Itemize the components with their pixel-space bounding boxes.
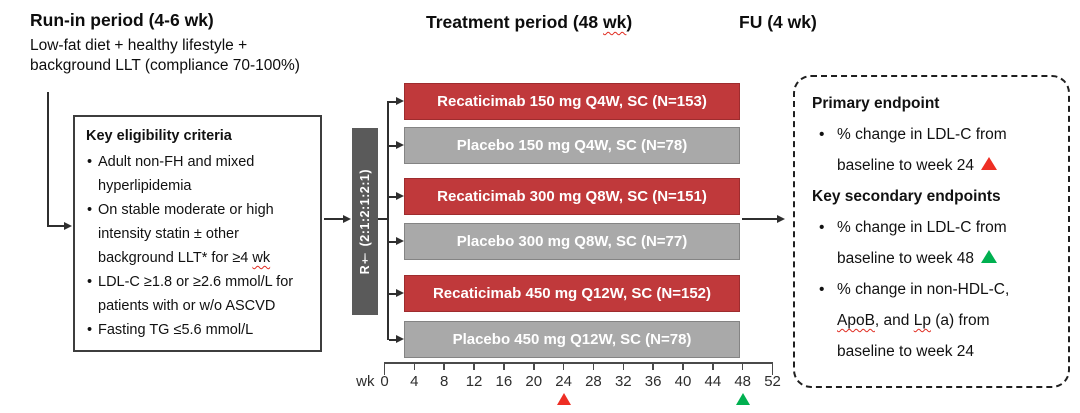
secondary-endpoint-item-week48: % change in LDL-C from baseline to week …: [812, 212, 1058, 274]
axis-tick-label: 16: [495, 373, 513, 390]
branch-vertical-line: [387, 100, 389, 340]
arm-bar-recaticimab-450: Recaticimab 450 mg Q12W, SC (N=152): [404, 275, 740, 312]
runin-arrow-vertical-line: [47, 92, 49, 227]
treatment-period-title-wk: wk: [603, 12, 627, 32]
axis-tick: [533, 362, 535, 370]
eligibility-item-ldlc: LDL-C ≥1.8 or ≥2.6 mmol/L for patients w…: [86, 270, 312, 318]
runin-arrowhead-icon: [64, 221, 72, 230]
eligibility-criteria-box: Key eligibility criteria Adult non-FH an…: [73, 115, 322, 352]
branch-line-arm4: [389, 240, 397, 243]
arms-to-endpoints-arrowhead-icon: [777, 214, 785, 223]
randomization-connector-line: [378, 218, 389, 220]
treatment-period-title-text: Treatment period (48: [426, 12, 603, 32]
primary-endpoint-item-text: % change in LDL-C from baseline to week …: [837, 126, 1007, 174]
branch-arrowhead-arm5-icon: [396, 289, 404, 297]
axis-baseline: [384, 362, 773, 364]
arm-bar-placebo-150: Placebo 150 mg Q4W, SC (N=78): [404, 127, 740, 164]
branch-arrowhead-arm4-icon: [396, 237, 404, 245]
branch-arrowhead-arm1-icon: [396, 97, 404, 105]
axis-tick-label: 0: [380, 373, 389, 390]
axis-tick: [443, 362, 445, 370]
axis-tick: [712, 362, 714, 370]
axis-tick-label: 44: [704, 373, 722, 390]
branch-arrowhead-arm3-icon: [396, 192, 404, 200]
follow-up-title: FU (4 wk): [739, 12, 817, 32]
eligibility-title: Key eligibility criteria: [86, 128, 232, 144]
branch-line-arm3: [389, 195, 397, 198]
secondary-endpoints-title: Key secondary endpoints: [812, 188, 1001, 205]
axis-tick: [771, 362, 774, 375]
axis-tick: [682, 362, 684, 370]
arm-bar-placebo-300: Placebo 300 mg Q8W, SC (N=77): [404, 223, 740, 260]
axis-tick-label: 8: [440, 373, 449, 390]
axis-tick-label: 52: [764, 373, 781, 390]
axis-tick-label: 32: [614, 373, 632, 390]
eligibility-item-statin-text: On stable moderate or high intensity sta…: [98, 202, 274, 266]
week-axis: 0 4 8 12 16 20 24 28 32 36 40 44 48 52 wk: [356, 362, 781, 413]
arm-bar-recaticimab-300: Recaticimab 300 mg Q8W, SC (N=151): [404, 178, 740, 215]
axis-tick: [473, 362, 475, 370]
axis-tick: [622, 362, 625, 370]
secondary-endpoint-item-nonhdl: % change in non-HDL-C, ApoB, and Lp (a) …: [812, 274, 1058, 367]
eligibility-to-randomization-line: [324, 218, 344, 220]
eligibility-item-statin-wk: wk: [252, 250, 271, 266]
treatment-period-title: Treatment period (48 wk): [426, 12, 632, 33]
primary-endpoint-title: Primary endpoint: [812, 95, 940, 112]
axis-marker-week48: [735, 393, 750, 405]
treatment-period-title-close: ): [626, 12, 633, 32]
axis-tick: [413, 362, 416, 370]
eligibility-to-randomization-arrowhead-icon: [343, 214, 351, 223]
branch-arrowhead-arm2-icon: [396, 141, 404, 149]
secondary-endpoint-nonhdl-p2: , and: [874, 312, 914, 329]
randomization-label: R† (2:1:2:1:2:1): [358, 168, 372, 275]
eligibility-item-statin: On stable moderate or high intensity sta…: [86, 198, 312, 270]
secondary-endpoint-week48-text: % change in LDL-C from baseline to week …: [837, 219, 1007, 267]
axis-tick-label: 28: [585, 373, 602, 390]
axis-tick-label: 48: [734, 373, 752, 390]
primary-endpoint-list: % change in LDL-C from baseline to week …: [812, 119, 1058, 181]
axis-tick-label: 20: [525, 373, 543, 390]
endpoints-box: Primary endpoint % change in LDL-C from …: [793, 75, 1070, 388]
axis-marker-week24: [556, 393, 571, 405]
secondary-endpoint-lp: Lp: [913, 312, 931, 329]
branch-arrowhead-arm6-icon: [396, 335, 404, 343]
secondary-endpoint-nonhdl-p3: (a) from baseline to week 24: [837, 312, 990, 360]
axis-tick-label: 40: [674, 373, 692, 390]
axis-tick-label: 4: [410, 373, 419, 390]
axis-tick: [503, 362, 505, 370]
eligibility-item-tg: Fasting TG ≤5.6 mmol/L: [86, 318, 312, 342]
axis-tick-label: 36: [644, 373, 662, 390]
primary-endpoint-item: % change in LDL-C from baseline to week …: [812, 119, 1058, 181]
axis-tick-label: 24: [555, 373, 572, 390]
arms-to-endpoints-line: [742, 218, 778, 220]
axis-tick-label: 12: [465, 373, 483, 390]
branch-line-arm1: [389, 100, 397, 103]
arm-bar-recaticimab-150: Recaticimab 150 mg Q4W, SC (N=153): [404, 83, 740, 120]
green-triangle-icon: [981, 250, 998, 263]
axis-tick: [741, 362, 744, 370]
eligibility-item-nonfh: Adult non-FH and mixed hyperlipidemia: [86, 150, 312, 198]
branch-line-arm6: [389, 338, 397, 341]
red-triangle-icon: [981, 157, 998, 170]
axis-tick: [383, 362, 386, 375]
randomization-box: R† (2:1:2:1:2:1): [352, 128, 378, 315]
axis-tick: [592, 362, 595, 370]
axis-unit-label: wk: [356, 373, 375, 390]
run-in-period-title: Run-in period (4-6 wk): [30, 10, 214, 30]
eligibility-list: Adult non-FH and mixed hyperlipidemia On…: [86, 150, 312, 342]
arm-bar-placebo-450: Placebo 450 mg Q12W, SC (N=78): [404, 321, 740, 358]
secondary-endpoint-nonhdl-p1: % change in non-HDL-C,: [837, 281, 1010, 298]
branch-line-arm2: [389, 144, 397, 147]
secondary-endpoints-list: % change in LDL-C from baseline to week …: [812, 212, 1058, 367]
secondary-endpoint-apob: ApoB: [837, 312, 875, 329]
axis-tick: [562, 362, 565, 370]
runin-arrow-horizontal-line: [47, 225, 65, 227]
axis-tick: [652, 362, 654, 370]
branch-line-arm5: [389, 292, 397, 295]
run-in-period-subtitle: Low-fat diet + healthy lifestyle + backg…: [30, 37, 300, 74]
